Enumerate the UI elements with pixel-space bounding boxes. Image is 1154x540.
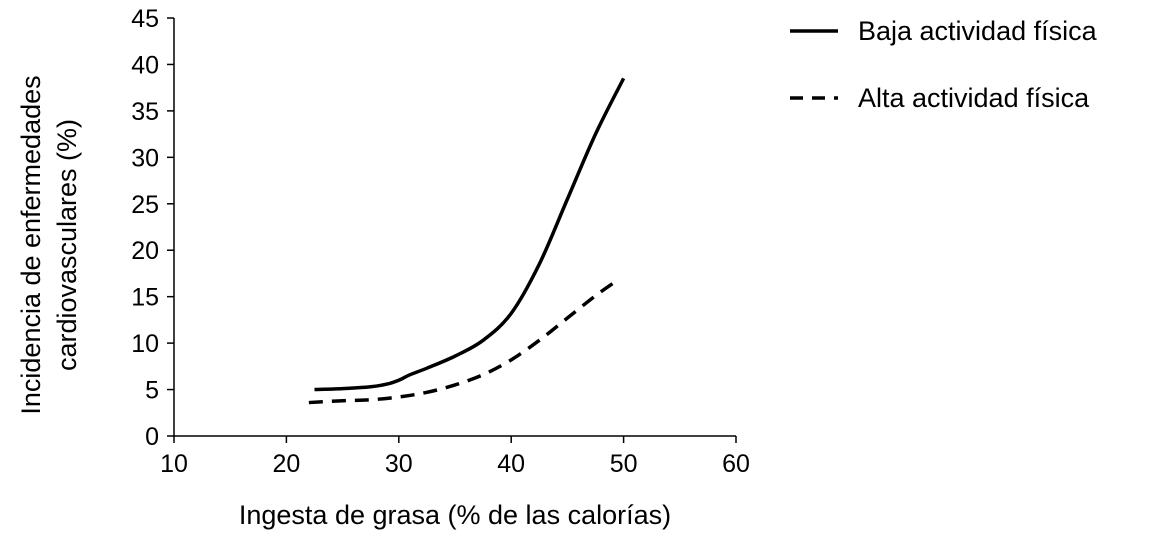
y-tick-label-45: 45 [131,5,159,33]
y-axis-title: Incidencia de enfermedades cardiovascula… [16,75,82,414]
legend-label-alta: Alta actividad física [858,83,1090,113]
y-tick-label-5: 5 [145,377,159,405]
y-axis-title-line-2: cardiovasculares (%) [52,119,82,371]
axes [173,18,736,437]
x-tick-label-40: 40 [497,450,525,478]
y-tick-label-10: 10 [131,330,159,358]
series-layer [308,77,626,405]
y-axis-title-line-1: Incidencia de enfermedades [16,75,46,414]
series-line-alta [308,278,619,405]
x-tick-label-60: 60 [722,450,750,478]
y-tick-label-0: 0 [145,423,159,451]
x-ticks: 10 20 30 40 50 60 [160,436,750,478]
legend: Baja actividad física Alta actividad fís… [790,16,1098,113]
y-tick-label-35: 35 [131,98,159,126]
y-tick-label-20: 20 [131,237,159,265]
x-tick-label-10: 10 [160,450,188,478]
series-line-baja [314,77,626,392]
legend-label-baja: Baja actividad física [858,16,1098,46]
x-tick-label-30: 30 [385,450,413,478]
y-tick-label-15: 15 [131,284,159,312]
x-tick-label-20: 20 [272,450,300,478]
x-tick-label-50: 50 [610,450,638,478]
y-tick-label-30: 30 [131,144,159,172]
x-axis-title: Ingesta de grasa (% de las calorías) [239,500,671,530]
y-tick-label-25: 25 [131,191,159,219]
y-ticks: 0 5 10 15 20 25 30 35 40 45 [131,5,174,451]
y-tick-label-40: 40 [131,51,159,79]
